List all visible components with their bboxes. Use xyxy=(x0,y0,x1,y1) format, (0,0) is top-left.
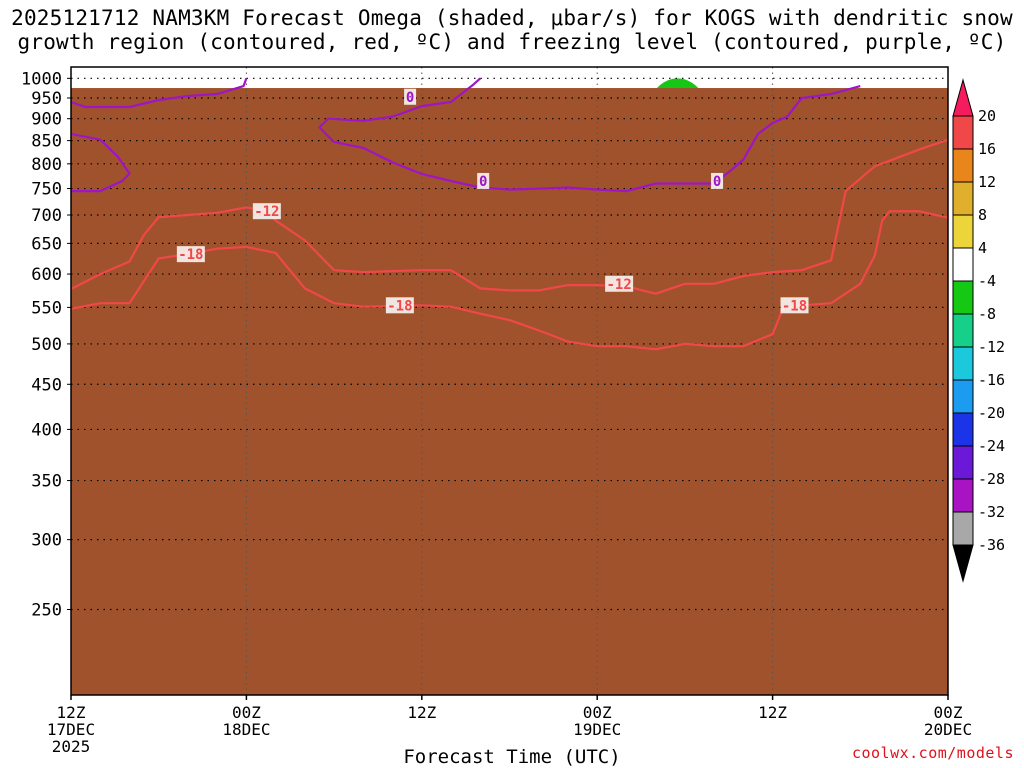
contour-label: -18 xyxy=(782,298,807,314)
plot-frame xyxy=(70,66,949,696)
y-tick-label: 650 xyxy=(31,234,62,254)
x-tick-label: 12Z xyxy=(57,703,86,722)
colorbar-swatch xyxy=(952,214,974,249)
contour-label-bg xyxy=(176,246,205,263)
x-tick-label: 17DEC xyxy=(47,720,95,739)
colorbar-label: -32 xyxy=(978,503,1005,521)
y-tick-label: 850 xyxy=(31,132,62,152)
contour-label: -18 xyxy=(178,247,203,263)
contour-label: -18 xyxy=(387,298,412,314)
colorbar-label: -20 xyxy=(978,404,1005,422)
colorbar-swatch xyxy=(952,478,974,513)
contour-label: 0 xyxy=(479,174,487,190)
colorbar-swatch xyxy=(952,148,974,183)
colorbar-label: 12 xyxy=(978,173,996,191)
contour-label: 0 xyxy=(406,90,414,106)
colorbar-label: -8 xyxy=(978,305,996,323)
colorbar-label: 20 xyxy=(978,107,996,125)
freezing-level-contour xyxy=(71,77,248,109)
y-tick-label: 400 xyxy=(31,420,62,440)
y-tick-label: 500 xyxy=(31,335,62,355)
y-tick-label: 800 xyxy=(31,155,62,175)
colorbar-bottom-arrow xyxy=(952,544,974,583)
x-tick-label: 12Z xyxy=(758,703,787,722)
contour-label-bg xyxy=(385,297,414,314)
x-tick-label: 00Z xyxy=(232,703,261,722)
colorbar-swatch xyxy=(952,181,974,216)
dgz-contour-minus18 xyxy=(71,210,948,351)
y-tick-label: 300 xyxy=(31,531,62,551)
y-tick-label: 1000 xyxy=(21,69,62,89)
y-tick-label: 700 xyxy=(31,206,62,226)
title-line-1: 2025121712 NAM3KM Forecast Omega (shaded… xyxy=(11,6,1013,30)
colorbar-swatch xyxy=(952,379,974,414)
colorbar-swatch xyxy=(952,412,974,447)
y-tick-label: 450 xyxy=(31,375,62,395)
contour-label: -12 xyxy=(606,277,631,293)
colorbar-label: -16 xyxy=(978,371,1005,389)
title-line-2: growth region (contoured, red, ºC) and f… xyxy=(17,30,1007,54)
chart-title: 2025121712 NAM3KM Forecast Omega (shaded… xyxy=(0,6,1024,54)
x-tick-label: 19DEC xyxy=(573,720,621,739)
colorbar-swatch xyxy=(952,445,974,480)
ground-surface xyxy=(71,88,948,695)
contour-label-bg xyxy=(404,88,417,105)
freezing-level-contour xyxy=(326,85,861,193)
colorbar-label: -28 xyxy=(978,470,1005,488)
y-tick-label: 600 xyxy=(31,265,62,285)
dgz-contour-minus12 xyxy=(71,138,948,295)
colorbar-swatch xyxy=(952,280,974,315)
colorbar-label: 8 xyxy=(978,206,987,224)
x-tick-label: 18DEC xyxy=(222,720,270,739)
colorbar-top-arrow xyxy=(952,78,974,117)
x-tick-label: 12Z xyxy=(407,703,436,722)
colorbar-label: -36 xyxy=(978,536,1005,554)
contour-label: 0 xyxy=(713,174,721,190)
y-tick-label: 350 xyxy=(31,472,62,492)
x-tick-label: 20DEC xyxy=(924,720,972,739)
colorbar-label: -4 xyxy=(978,272,996,290)
colorbar-swatch xyxy=(952,346,974,381)
colorbar-swatch xyxy=(952,313,974,348)
contour-label-bg xyxy=(477,172,490,189)
colorbar-label: 16 xyxy=(978,140,996,158)
colorbar-label: 4 xyxy=(978,239,987,257)
freezing-level-contour xyxy=(317,77,482,136)
colorbar-swatch xyxy=(952,247,974,282)
y-tick-label: 250 xyxy=(31,601,62,621)
colorbar-label: -24 xyxy=(978,437,1005,455)
y-tick-label: 550 xyxy=(31,298,62,318)
contour-label-bg xyxy=(711,172,724,189)
y-tick-label: 950 xyxy=(31,89,62,109)
colorbar-swatch xyxy=(952,115,974,150)
y-tick-label: 750 xyxy=(31,180,62,200)
x-tick-label: 00Z xyxy=(583,703,612,722)
credit-link[interactable]: coolwx.com/models xyxy=(851,744,1014,762)
contour-label: -12 xyxy=(254,204,279,220)
colorbar-label: -12 xyxy=(978,338,1005,356)
y-tick-label: 900 xyxy=(31,110,62,130)
x-tick-label: 2025 xyxy=(52,737,91,756)
x-axis-title: Forecast Time (UTC) xyxy=(403,746,621,768)
contour-label-bg xyxy=(780,297,809,314)
contour-label-bg xyxy=(605,275,634,292)
contour-label-bg xyxy=(252,203,281,220)
x-tick-label: 00Z xyxy=(934,703,963,722)
freezing-level-contour xyxy=(71,132,131,193)
colorbar-swatch xyxy=(952,511,974,546)
